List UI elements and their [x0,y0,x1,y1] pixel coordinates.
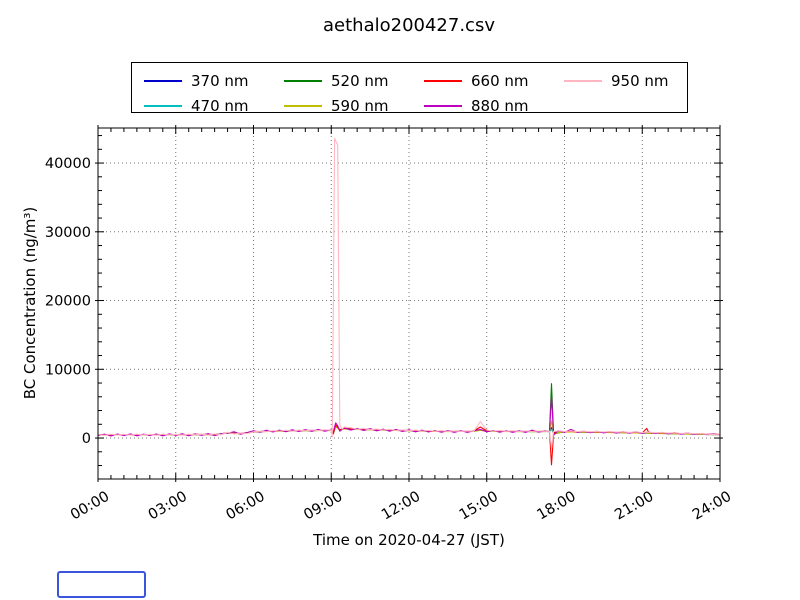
legend-line-sample [144,104,182,107]
plot-series-group [98,137,720,466]
legend-label: 590 nm [331,96,389,115]
legend: 370 nm 470 nm 520 nm 590 nm 660 nm 880 nm 950 … [131,62,688,115]
legend-entry-590nm: 590 nm [284,93,389,118]
legend-line-sample [284,79,322,82]
legend-entry-660nm: 660 nm [424,68,529,93]
legend-entry-370nm: 370 nm [144,68,249,93]
legend-entry-880nm: 880 nm [424,93,529,118]
y-tick-label: 30000 [45,225,91,241]
figure-toolbar-button[interactable] [57,571,146,598]
series-line-950nm [98,137,720,449]
legend-label: 370 nm [191,71,249,90]
legend-label: 520 nm [331,71,389,90]
chart-title: aethalo200427.csv [323,15,495,36]
legend-line-sample [424,79,462,82]
y-tick-label: 0 [82,431,91,447]
legend-line-sample [424,104,462,107]
legend-label: 660 nm [471,71,529,90]
legend-line-sample [144,79,182,82]
y-tick-label: 40000 [45,156,91,172]
legend-entry-520nm: 520 nm [284,68,389,93]
legend-line-sample [284,104,322,107]
legend-label: 470 nm [191,96,249,115]
legend-entry-470nm: 470 nm [144,93,249,118]
legend-line-sample [564,79,602,82]
legend-label: 880 nm [471,96,529,115]
x-axis-label: Time on 2020-04-27 (JST) [313,531,505,549]
legend-label: 950 nm [611,71,669,90]
y-tick-label: 10000 [45,362,91,378]
legend-entry-950nm: 950 nm [564,68,669,93]
y-tick-label: 20000 [45,294,91,310]
y-axis-label: BC Concentration (ng/m³) [21,206,39,400]
